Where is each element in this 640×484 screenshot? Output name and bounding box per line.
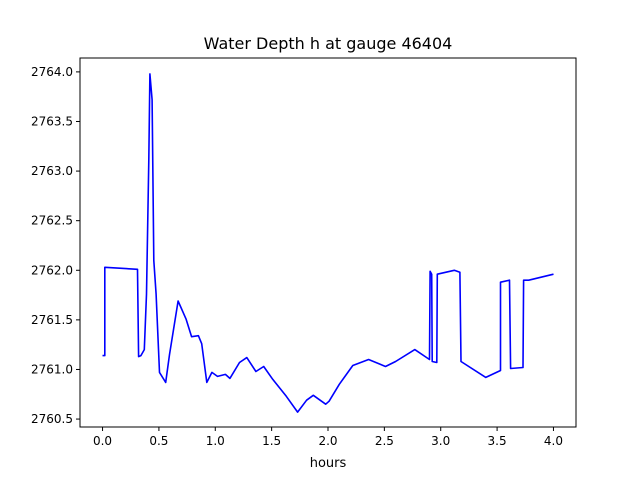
- y-tick-label: 2763.0: [31, 164, 73, 178]
- x-axis: 0.0 0.5 1.0 1.5 2.0 2.5 3.0 3.5 4.0: [93, 427, 563, 448]
- y-tick-label: 2762.5: [31, 214, 73, 228]
- y-tick-label: 2760.5: [31, 412, 73, 426]
- x-tick-label: 0.5: [149, 434, 168, 448]
- x-axis-label: hours: [310, 456, 347, 471]
- y-tick-label: 2762.0: [31, 263, 73, 277]
- x-tick-label: 0.0: [93, 434, 112, 448]
- y-axis: 2760.5 2761.0 2761.5 2762.0 2762.5 2763.0 2763…: [31, 65, 80, 426]
- x-tick-label: 1.5: [262, 434, 281, 448]
- x-tick-label: 3.5: [488, 434, 507, 448]
- plot-area: [102, 73, 554, 413]
- x-tick-label: 1.0: [206, 434, 225, 448]
- y-tick-label: 2764.0: [31, 65, 73, 79]
- x-tick-label: 4.0: [544, 434, 563, 448]
- x-tick-label: 2.5: [375, 434, 394, 448]
- series-line-h: [102, 73, 554, 413]
- y-tick-label: 2761.0: [31, 362, 73, 376]
- y-tick-label: 2761.5: [31, 313, 73, 327]
- y-tick-label: 2763.5: [31, 114, 73, 128]
- x-tick-label: 3.0: [431, 434, 450, 448]
- chart-title: Water Depth h at gauge 46404: [204, 34, 453, 53]
- x-tick-label: 2.0: [318, 434, 337, 448]
